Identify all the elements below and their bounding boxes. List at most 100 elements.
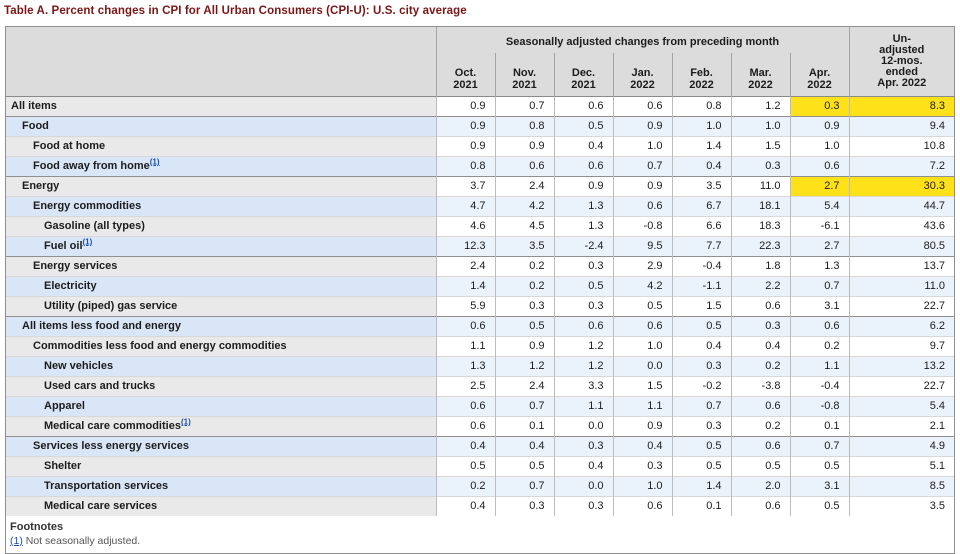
row-label: Food at home bbox=[6, 136, 436, 157]
table-row: Shelter 0.5 0.5 0.4 0.3 0.5 0.5 0.5 5.1 bbox=[6, 456, 954, 477]
yoy-cell: 30.3 bbox=[848, 176, 954, 197]
row-label: Food away from home(1) bbox=[6, 156, 436, 177]
data-cell: 0.3 bbox=[553, 296, 613, 317]
row-label-text: All items less food and energy bbox=[22, 320, 181, 332]
table-row: Electricity 1.4 0.2 0.5 4.2 -1.1 2.2 0.7 11.0 bbox=[6, 276, 954, 297]
data-cell: 1.4 bbox=[671, 476, 731, 497]
row-label: Used cars and trucks bbox=[6, 376, 436, 397]
month-column-header: Apr. 2022 bbox=[789, 53, 850, 97]
data-cell: 0.4 bbox=[671, 156, 731, 177]
row-label: Commodities less food and energy commodi… bbox=[6, 336, 436, 357]
data-cell: 0.7 bbox=[789, 276, 850, 297]
data-cell: 0.6 bbox=[612, 196, 672, 217]
data-cell: 1.1 bbox=[435, 336, 495, 357]
data-cell: 0.5 bbox=[671, 456, 731, 477]
row-label: Food bbox=[6, 116, 436, 137]
data-cell: 1.2 bbox=[553, 336, 613, 357]
yoy-cell: 2.1 bbox=[848, 416, 954, 437]
table-row: Transportation services 0.2 0.7 0.0 1.0 1.4 2.… bbox=[6, 476, 954, 497]
data-cell: 0.8 bbox=[671, 96, 731, 117]
data-cell: 0.5 bbox=[730, 456, 790, 477]
row-label: All items bbox=[6, 96, 436, 117]
data-cell: 1.5 bbox=[671, 296, 731, 317]
row-label: All items less food and energy bbox=[6, 316, 436, 337]
data-cell: -0.8 bbox=[612, 216, 672, 237]
data-cell: 1.5 bbox=[730, 136, 790, 157]
data-cell: 0.5 bbox=[494, 316, 554, 337]
yoy-cell: 3.5 bbox=[848, 496, 954, 516]
table-row: Apparel 0.6 0.7 1.1 1.1 0.7 0.6 -0.8 5.4 bbox=[6, 396, 954, 417]
data-cell: 0.7 bbox=[494, 96, 554, 117]
data-cell: 0.7 bbox=[612, 156, 672, 177]
data-cell: 0.9 bbox=[435, 116, 495, 137]
footnote-item: (1) Not seasonally adjusted. bbox=[10, 535, 950, 547]
data-cell: 0.3 bbox=[730, 316, 790, 337]
data-cell: 6.6 bbox=[671, 216, 731, 237]
data-cell: 0.3 bbox=[730, 156, 790, 177]
table-row: All items less food and energy 0.6 0.5 0.6 0… bbox=[6, 316, 954, 337]
data-cell: 0.4 bbox=[730, 336, 790, 357]
data-cell: 3.5 bbox=[671, 176, 731, 197]
data-cell: -2.4 bbox=[553, 236, 613, 257]
table-row: Fuel oil(1) 12.3 3.5 -2.4 9.5 7.7 22.3 2.7 80.5 bbox=[6, 236, 954, 257]
footnote-text: Not seasonally adjusted. bbox=[22, 535, 141, 547]
row-label: Shelter bbox=[6, 456, 436, 477]
data-cell: 0.6 bbox=[435, 416, 495, 437]
table-row: New vehicles 1.3 1.2 1.2 0.0 0.3 0.2 1.1 13.2 bbox=[6, 356, 954, 377]
yoy-cell: 9.4 bbox=[848, 116, 954, 137]
footnote-ref-link[interactable]: (1) bbox=[180, 417, 191, 427]
row-label: Energy commodities bbox=[6, 196, 436, 217]
footnote-ref-link[interactable]: (1) bbox=[82, 237, 93, 247]
data-cell: 0.3 bbox=[671, 356, 731, 377]
data-cell: 0.6 bbox=[612, 496, 672, 516]
data-cell: 1.3 bbox=[789, 256, 850, 277]
data-cell: 9.5 bbox=[612, 236, 672, 257]
footnotes-heading: Footnotes bbox=[10, 521, 64, 533]
data-cell: -1.1 bbox=[671, 276, 731, 297]
data-cell: -0.4 bbox=[671, 256, 731, 277]
data-cell: 0.5 bbox=[671, 316, 731, 337]
yoy-cell: 11.0 bbox=[848, 276, 954, 297]
footnote-ref-link[interactable]: (1) bbox=[149, 157, 160, 167]
data-cell: 0.6 bbox=[553, 316, 613, 337]
row-label-text: All items bbox=[11, 100, 57, 112]
data-cell: 0.2 bbox=[494, 256, 554, 277]
row-label-text: Transportation services bbox=[44, 480, 169, 492]
data-cell: 0.5 bbox=[494, 456, 554, 477]
data-cell: 0.3 bbox=[553, 256, 613, 277]
yoy-cell: 43.6 bbox=[848, 216, 954, 237]
data-cell: -0.2 bbox=[671, 376, 731, 397]
data-cell: 3.5 bbox=[494, 236, 554, 257]
table-row: Gasoline (all types) 4.6 4.5 1.3 -0.8 6.6 18.3… bbox=[6, 216, 954, 237]
data-cell: 0.9 bbox=[789, 116, 850, 137]
header-row-group: Seasonally adjusted changes from precedi… bbox=[6, 27, 954, 97]
data-cell: 0.5 bbox=[553, 116, 613, 137]
row-label-text: Energy commodities bbox=[33, 200, 142, 212]
footnote-ref-link[interactable]: (1) bbox=[10, 535, 23, 547]
data-cell: 4.6 bbox=[435, 216, 495, 237]
data-cell: 1.0 bbox=[612, 476, 672, 497]
data-cell: 0.9 bbox=[494, 336, 554, 357]
table-row: Medical care services 0.4 0.3 0.3 0.6 0.1 0.6 0… bbox=[6, 496, 954, 516]
data-cell: 0.8 bbox=[494, 116, 554, 137]
data-cell: 2.5 bbox=[435, 376, 495, 397]
data-cell: 1.0 bbox=[671, 116, 731, 137]
yoy-cell: 10.8 bbox=[848, 136, 954, 157]
row-label-text: Gasoline (all types) bbox=[44, 220, 145, 232]
yoy-cell: 5.1 bbox=[848, 456, 954, 477]
data-cell: 0.1 bbox=[671, 496, 731, 516]
table-row: Services less energy services 0.4 0.4 0.3 0.… bbox=[6, 436, 954, 457]
data-cell: 4.2 bbox=[494, 196, 554, 217]
data-cell: 2.4 bbox=[494, 176, 554, 197]
data-cell: 0.3 bbox=[553, 436, 613, 457]
data-cell: 0.4 bbox=[435, 496, 495, 516]
data-cell: 1.1 bbox=[789, 356, 850, 377]
data-cell: 0.8 bbox=[435, 156, 495, 177]
data-cell: 1.0 bbox=[730, 116, 790, 137]
row-label-text: Utility (piped) gas service bbox=[44, 300, 178, 312]
table-row: Energy commodities 4.7 4.2 1.3 0.6 6.7 18.1 5.4… bbox=[6, 196, 954, 217]
data-cell: 1.1 bbox=[612, 396, 672, 417]
data-cell: -0.8 bbox=[789, 396, 850, 417]
data-cell: -0.4 bbox=[789, 376, 850, 397]
data-cell: 1.4 bbox=[435, 276, 495, 297]
